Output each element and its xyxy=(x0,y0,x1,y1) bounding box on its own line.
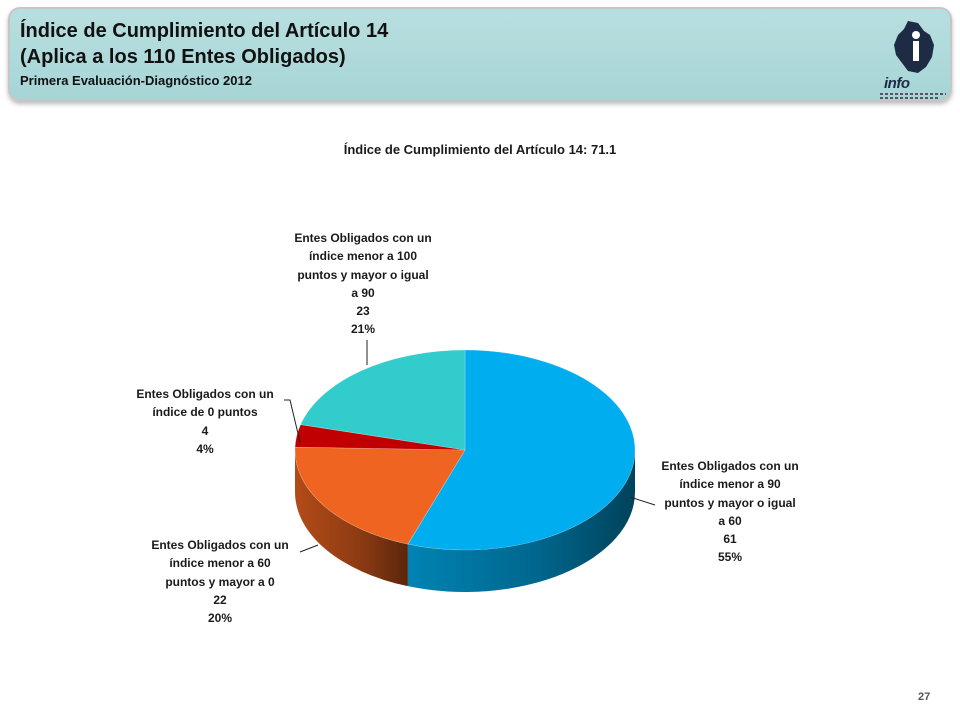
slice-value: 4 xyxy=(201,423,209,438)
page-title: Índice de Cumplimiento del Artículo 14 (… xyxy=(20,18,388,70)
page-title-line-1: Índice de Cumplimiento del Artículo 14 xyxy=(20,20,389,42)
header-banner: Índice de Cumplimiento del Artículo 14 (… xyxy=(8,7,952,101)
page-title-line-2: (Aplica a los 110 Entes Obligados) xyxy=(20,46,346,68)
map-silhouette-icon xyxy=(894,21,934,73)
slice-value: 22 xyxy=(213,592,227,607)
leader-line xyxy=(629,496,656,506)
slice-percent: 55% xyxy=(717,550,743,565)
chart-title: Índice de Cumplimiento del Artículo 14: … xyxy=(343,142,617,157)
leader-line xyxy=(284,399,301,443)
pie-slice-side xyxy=(407,450,635,592)
pie-slice xyxy=(294,424,466,451)
slice-label-90-60: Entes Obligados con un índice menor a 90… xyxy=(645,457,815,567)
page-number: 27 xyxy=(918,691,931,703)
slice-percent: 21% xyxy=(350,322,376,337)
slice-value: 61 xyxy=(723,532,737,547)
logo-text: info xyxy=(884,75,910,92)
pie-slice-side xyxy=(295,450,408,587)
slice-label-60-0: Entes Obligados con un índice menor a 60… xyxy=(135,536,305,627)
slice-label-0: Entes Obligados con un índice de 0 punto… xyxy=(120,385,290,458)
page-subtitle: Primera Evaluación-Diagnóstico 2012 xyxy=(20,73,252,88)
logo-fineprint xyxy=(880,93,946,95)
slice-label-100-90: Entes Obligados con un índice menor a 10… xyxy=(278,229,448,339)
slice-percent: 4% xyxy=(196,441,214,456)
slice-percent: 20% xyxy=(207,611,233,626)
slice-value: 23 xyxy=(356,304,370,319)
pie-slice xyxy=(300,349,466,451)
infodf-logo-icon: info xyxy=(878,19,948,101)
pie-slice xyxy=(407,349,636,551)
logo-fineprint xyxy=(880,97,938,99)
leader-line xyxy=(299,544,319,553)
pie-slice xyxy=(294,446,466,545)
